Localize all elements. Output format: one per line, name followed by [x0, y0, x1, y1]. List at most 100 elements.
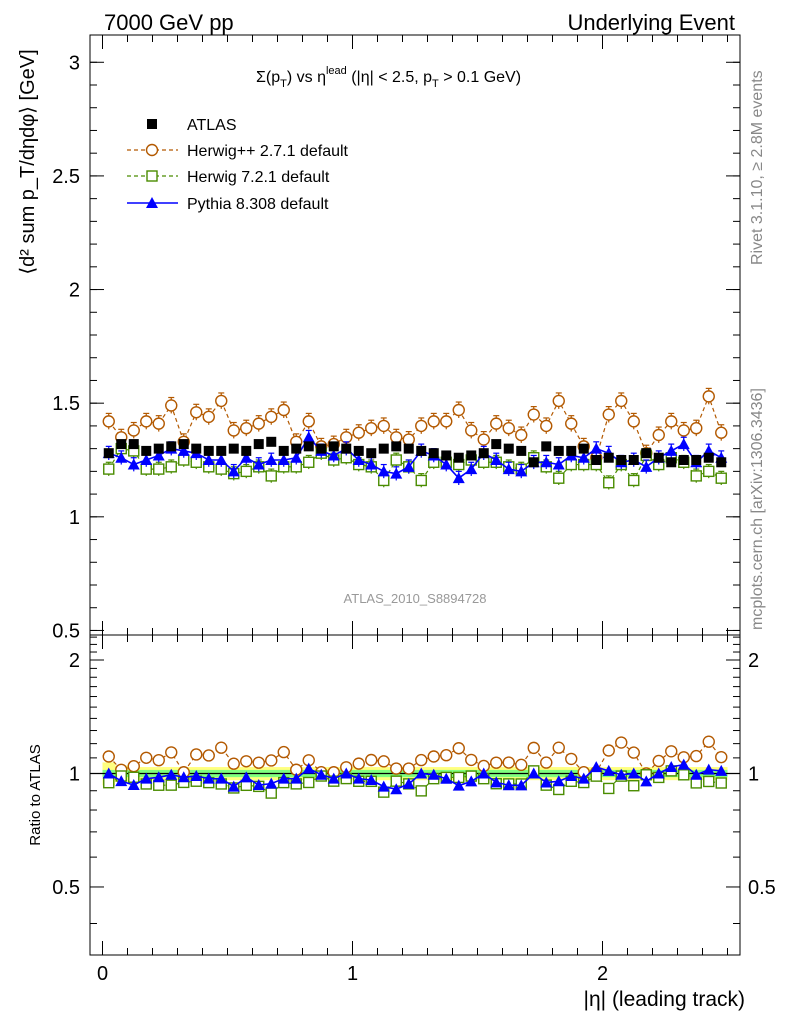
data-point [165, 461, 177, 473]
data-point [465, 424, 478, 437]
ratio-point [227, 757, 240, 770]
ratio-point [115, 775, 128, 787]
data-point [352, 454, 365, 465]
data-point-atlas [166, 441, 177, 452]
ratio-y-label: Ratio to ATLAS [27, 744, 44, 845]
data-point [290, 451, 303, 463]
data-point [365, 458, 378, 470]
data-point-atlas [378, 443, 389, 454]
ratio-point [277, 772, 290, 784]
data-point [690, 470, 702, 482]
data-point [603, 477, 615, 489]
data-point [252, 458, 265, 470]
ratio-point [627, 746, 640, 759]
legend-marker [146, 197, 158, 208]
data-point [302, 431, 315, 443]
ratio-point [303, 776, 315, 789]
ratio-point [552, 775, 565, 787]
data-point-atlas [228, 443, 239, 454]
data-point [677, 438, 690, 450]
data-point [427, 415, 440, 428]
data-point [452, 403, 465, 417]
data-point-atlas [653, 452, 664, 463]
ratio-point [102, 750, 115, 763]
ratio-point [515, 779, 528, 791]
ratio-point [677, 758, 690, 770]
ratio-point [665, 761, 678, 773]
data-point [590, 442, 603, 454]
legend-marker [147, 119, 157, 129]
ratio-point [215, 741, 228, 754]
data-point-atlas [416, 445, 427, 456]
data-point [490, 454, 503, 465]
data-point [277, 403, 290, 417]
ratio-point [665, 745, 678, 758]
ratio-point [215, 772, 228, 784]
ratio-point [527, 741, 540, 755]
ratio-tick-label-right: 1 [748, 763, 759, 785]
data-point-atlas [328, 441, 339, 452]
ratio-point [252, 756, 265, 769]
data-point-atlas [466, 450, 477, 461]
data-point-atlas [478, 448, 489, 459]
data-point-atlas [178, 439, 189, 450]
data-point [452, 472, 465, 484]
ratio-tick-label: 0.5 [52, 877, 80, 899]
ratio-frame [89, 634, 741, 956]
data-point-atlas [603, 452, 614, 463]
data-point-atlas [528, 457, 539, 468]
ratio-point [652, 767, 665, 779]
data-point [465, 463, 478, 475]
ratio-point [102, 767, 115, 779]
data-point [690, 421, 703, 435]
ratio-point [678, 769, 690, 781]
data-point [215, 394, 228, 408]
ratio-point [715, 777, 727, 789]
data-point [440, 458, 453, 470]
ratio-point [402, 762, 415, 775]
data-point-atlas [491, 439, 502, 450]
data-point [402, 433, 415, 446]
data-point-atlas [353, 445, 364, 456]
ratio-point [702, 735, 715, 748]
series-atlas [103, 436, 727, 468]
legend-label: Pythia 8.308 default [187, 196, 329, 213]
data-point [665, 444, 678, 456]
legend-label: ATLAS [187, 117, 237, 134]
data-point [527, 408, 540, 421]
data-point [152, 417, 165, 430]
data-point [327, 449, 340, 461]
y-tick-label: 2.5 [52, 166, 80, 188]
ratio-point [590, 761, 603, 773]
series-3-ratio [102, 758, 728, 795]
data-point [340, 431, 353, 444]
data-point-atlas [303, 441, 314, 452]
ratio-point [265, 777, 278, 789]
data-point [202, 410, 215, 424]
data-point-atlas [516, 445, 527, 456]
ratio-point [465, 753, 478, 767]
y-tick-label: 0.5 [52, 620, 80, 642]
data-point [215, 454, 228, 465]
ratio-point [615, 736, 628, 749]
ratio-point [352, 772, 365, 784]
data-point [227, 465, 240, 477]
x-tick-label: 0 [97, 963, 108, 985]
ratio-point [103, 776, 115, 789]
process-label: Underlying Event [567, 10, 735, 35]
ratio-point [340, 767, 353, 779]
data-point [540, 456, 553, 468]
data-point [502, 421, 515, 435]
data-point-atlas [278, 445, 289, 456]
data-point-atlas [316, 443, 327, 454]
data-point [628, 474, 640, 487]
data-point-atlas [116, 439, 127, 450]
data-point-atlas [678, 455, 689, 465]
ratio-point [640, 775, 653, 787]
data-point-atlas [578, 443, 589, 454]
data-point [703, 465, 715, 478]
ratio-point [365, 774, 378, 786]
data-point-atlas [441, 450, 452, 461]
data-point-atlas [503, 443, 514, 454]
data-point-atlas [128, 439, 139, 450]
